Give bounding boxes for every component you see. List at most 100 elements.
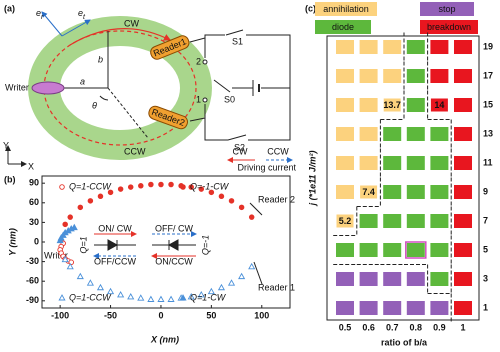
track <box>43 30 197 146</box>
legend-marker <box>180 184 186 190</box>
legend-swatch <box>315 20 371 34</box>
panel-a: (a) a b θ Writer Reader1 Reader2 CW CCW … <box>3 3 296 172</box>
x-tick-label: 0.6 <box>362 322 375 332</box>
cell <box>430 98 449 112</box>
er-arrow <box>41 11 63 37</box>
node-label: 2 <box>196 56 201 66</box>
y-tick-label: -30 <box>26 256 39 266</box>
annotation: Reader 1 <box>258 282 295 292</box>
legend-label: stop <box>438 4 455 14</box>
cell <box>430 127 449 141</box>
leader <box>249 202 263 216</box>
node <box>202 59 208 65</box>
point <box>147 295 155 302</box>
panel-label: (a) <box>4 3 15 13</box>
switch-label: S0 <box>224 94 235 104</box>
point <box>188 184 194 190</box>
x-tick-label: 0 <box>158 310 163 320</box>
cell <box>430 214 449 228</box>
reader1 <box>150 35 190 60</box>
legend-label: breakdown <box>427 22 471 32</box>
cell <box>383 214 402 228</box>
inset-label: ON/ CW <box>98 223 132 233</box>
y-tick-label: 5 <box>483 244 488 254</box>
point <box>127 292 135 300</box>
cell <box>336 272 354 286</box>
y-tick-label: 60 <box>29 197 39 207</box>
axis-label: Y <box>3 140 9 150</box>
legend-label: CCW <box>267 146 289 156</box>
et-sub: t <box>83 14 86 21</box>
cw-arrow <box>69 28 172 46</box>
point <box>167 295 175 302</box>
wires-mid <box>213 79 290 93</box>
y-tick-label: 30 <box>29 217 39 227</box>
cell <box>383 272 402 286</box>
legend-swatch <box>420 20 478 34</box>
cell <box>454 40 472 54</box>
theta-arc <box>99 95 109 101</box>
leader <box>253 261 263 285</box>
x-tick-label: -50 <box>104 310 117 320</box>
point <box>248 262 256 270</box>
x-tick-label: 0.8 <box>410 322 423 332</box>
cell <box>359 272 378 286</box>
point <box>117 291 125 298</box>
y-tick-label: -90 <box>26 295 39 305</box>
y-tick-label: 90 <box>29 178 39 188</box>
x-tick-label: 100 <box>254 310 269 320</box>
point <box>70 223 78 231</box>
ccw-label: CCW <box>124 146 146 156</box>
point <box>218 193 225 200</box>
cell <box>430 272 449 286</box>
writer <box>31 81 65 95</box>
point <box>197 291 205 298</box>
cell <box>454 243 472 257</box>
label-box <box>382 97 402 113</box>
legend-label: Q=1-CCW <box>69 292 112 302</box>
cell <box>406 40 425 54</box>
inset-label: ON/CCW <box>155 256 193 266</box>
cell <box>383 40 402 54</box>
x-tick-label: 0.9 <box>433 322 446 332</box>
legend-label: Q=1-CCW <box>69 181 112 191</box>
x-tick-label: 50 <box>206 310 216 320</box>
legend-swatch <box>315 2 377 16</box>
point <box>61 255 69 263</box>
legend-label: Q=1-CW <box>190 292 227 302</box>
panel-label: (b) <box>4 174 16 184</box>
y-tick-label: 17 <box>483 70 493 80</box>
cell <box>359 127 378 141</box>
cell <box>383 98 402 112</box>
inset-label: OFF/ CW <box>155 223 193 233</box>
cw-label: CW <box>124 18 139 28</box>
inset-label: Q=1 <box>78 236 88 253</box>
annotation: Reader 2 <box>258 194 295 204</box>
y-tick-label: 0 <box>34 236 39 246</box>
cell <box>430 243 449 257</box>
point <box>117 186 124 192</box>
y-tick-label: 11 <box>483 157 493 167</box>
er-base: e <box>36 8 41 18</box>
cell <box>383 301 402 315</box>
cell-label: 5.2 <box>339 216 352 226</box>
writer-label: Writer <box>5 82 29 92</box>
inset-label: OFF/CCW <box>94 256 136 266</box>
cell-label: 13.7 <box>383 100 401 110</box>
point <box>106 287 115 295</box>
cell <box>454 214 472 228</box>
legend-marker <box>58 294 66 301</box>
node-label: 1 <box>196 94 201 104</box>
cell <box>430 40 449 54</box>
cell <box>359 185 378 199</box>
y-tick-label: 15 <box>483 99 493 109</box>
cell <box>430 185 449 199</box>
cell <box>406 243 425 257</box>
cell-label: 7.4 <box>362 187 375 197</box>
point <box>87 198 94 204</box>
cell <box>406 301 425 315</box>
point <box>227 279 236 286</box>
switch-label: S1 <box>232 36 243 46</box>
point <box>62 221 68 228</box>
cell <box>359 69 378 83</box>
